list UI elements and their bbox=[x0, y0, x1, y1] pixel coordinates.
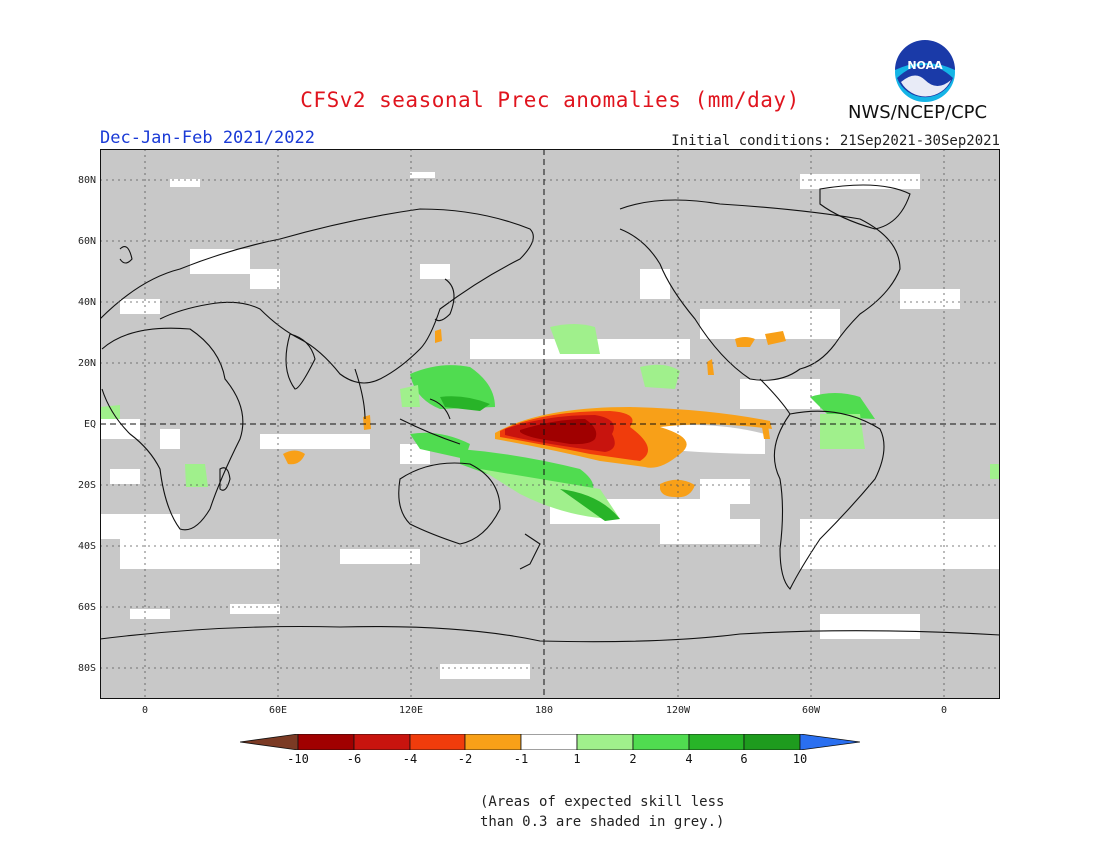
skill-note-line1: (Areas of expected skill less bbox=[480, 794, 725, 810]
lat-label-60s: 60S bbox=[77, 602, 96, 613]
colorbar-label: 4 bbox=[685, 752, 693, 766]
lon-label-120e: 120E bbox=[398, 705, 424, 716]
skill-note: (Areas of expected skill less than 0.3 a… bbox=[480, 792, 740, 832]
skill-note-line2: than 0.3 are shaded in grey.) bbox=[480, 814, 725, 830]
colorbar-label: 1 bbox=[573, 752, 581, 766]
lon-label-60e: 60E bbox=[268, 705, 288, 716]
lon-label-180: 180 bbox=[534, 705, 554, 716]
season-label: Dec-Jan-Feb 2021/2022 bbox=[100, 128, 315, 148]
colorbar-label: 2 bbox=[629, 752, 637, 766]
colorbar-label: -4 bbox=[402, 752, 418, 766]
lon-label-0-east: 0 bbox=[940, 705, 948, 716]
colorbar-label: 10 bbox=[792, 752, 808, 766]
colorbar-label: -10 bbox=[287, 752, 309, 766]
logo-text: NOAA bbox=[907, 59, 943, 72]
lat-label-40n: 40N bbox=[77, 297, 96, 308]
equator-dateline bbox=[100, 149, 1000, 699]
lat-label-eq: EQ bbox=[83, 419, 96, 430]
lat-label-40s: 40S bbox=[77, 541, 96, 552]
lat-label-60n: 60N bbox=[77, 236, 96, 247]
lon-label-0: 0 bbox=[141, 705, 149, 716]
coastlines bbox=[100, 184, 1000, 643]
lon-label-120w: 120W bbox=[665, 705, 691, 716]
agency-label: NWS/NCEP/CPC bbox=[848, 102, 988, 123]
initial-conditions: Initial conditions: 21Sep2021-30Sep2021 bbox=[671, 133, 1000, 149]
lon-label-60w: 60W bbox=[801, 705, 821, 716]
graticule bbox=[100, 149, 1000, 699]
lat-label-80s: 80S bbox=[77, 663, 96, 674]
anomaly-map bbox=[100, 149, 1000, 699]
colorbar bbox=[240, 734, 860, 750]
wet-anomalies bbox=[100, 324, 1000, 521]
colorbar-label: -6 bbox=[346, 752, 362, 766]
lat-label-20n: 20N bbox=[77, 358, 96, 369]
colorbar-label: 6 bbox=[740, 752, 748, 766]
lat-label-20s: 20S bbox=[77, 480, 96, 491]
colorbar-label: -2 bbox=[457, 752, 473, 766]
lat-label-80n: 80N bbox=[77, 175, 96, 186]
noaa-logo: NOAA bbox=[894, 40, 956, 103]
map-title: CFSv2 seasonal Prec anomalies (mm/day) bbox=[300, 88, 800, 112]
colorbar-label: -1 bbox=[513, 752, 529, 766]
